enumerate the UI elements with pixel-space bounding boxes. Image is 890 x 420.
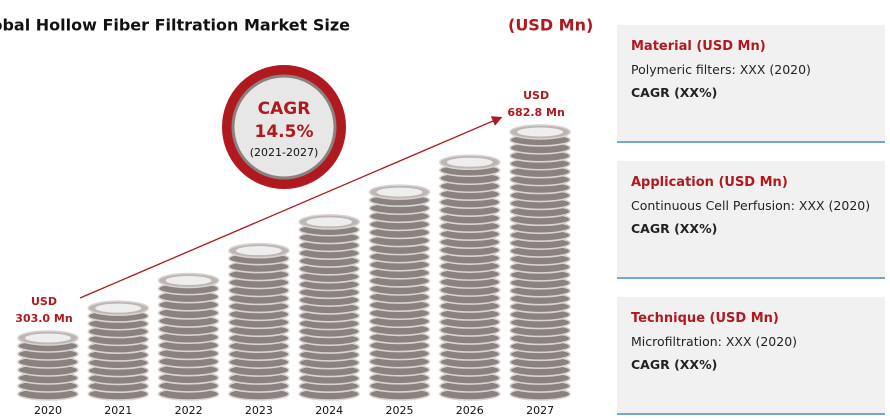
coin-face: [446, 157, 493, 167]
panel-line: Continuous Cell Perfusion: XXX (2020): [631, 198, 871, 213]
value-label: 303.0 Mn: [15, 312, 72, 325]
coin-stack: [509, 124, 571, 401]
chart: Global Hollow Fiber Filtration Market Si…: [0, 16, 593, 418]
panel-line: Polymeric filters: XXX (2020): [631, 62, 811, 77]
x-tick-label: 2021: [104, 404, 132, 417]
panel-title: Material (USD Mn): [631, 39, 766, 54]
cagr-value: 14.5%: [255, 122, 314, 142]
x-tick-label: 2025: [386, 404, 414, 417]
panel: Application (USD Mn) Continuous Cell Per…: [617, 161, 885, 279]
coin-face: [517, 127, 564, 137]
panel-line: CAGR (XX%): [631, 357, 718, 372]
x-tick-label: 2020: [34, 404, 62, 417]
chart-title: Global Hollow Fiber Filtration Market Si…: [0, 16, 350, 35]
x-tick-label: 2026: [456, 404, 484, 417]
value-label-prefix: USD: [523, 89, 549, 102]
growth-arrow: [79, 116, 503, 299]
coin-face: [165, 276, 212, 286]
cagr-period: (2021-2027): [250, 146, 319, 159]
coin-face: [25, 333, 71, 343]
x-tick-label: 2022: [175, 404, 203, 417]
x-tick-label: 2027: [526, 404, 554, 417]
value-label-prefix: USD: [31, 295, 57, 308]
panel-title: Application (USD Mn): [631, 175, 788, 190]
cagr-label: CAGR: [258, 99, 311, 119]
value-label: 682.8 Mn: [507, 106, 564, 119]
panel-line: Microfiltration: XXX (2020): [631, 334, 798, 349]
panel: Material (USD Mn) Polymeric filters: XXX…: [617, 25, 885, 143]
coin-stack: [157, 272, 220, 401]
panel-line: CAGR (XX%): [631, 221, 718, 236]
panel-line: CAGR (XX%): [631, 85, 718, 100]
panel: Technique (USD Mn) Microfiltration: XXX …: [617, 297, 885, 415]
x-tick-label: 2024: [315, 404, 343, 417]
panel-title: Technique (USD Mn): [631, 311, 779, 326]
coin-stack: [228, 242, 290, 401]
x-tick-label: 2023: [245, 404, 273, 417]
coin-stack: [17, 330, 79, 401]
coin-face: [306, 217, 353, 227]
coin-stack: [87, 300, 150, 401]
cagr-inner-ring: [231, 74, 337, 180]
coin-stack: [298, 214, 361, 401]
coin-stack: [368, 184, 431, 401]
coin-stack: [438, 154, 501, 401]
chart-title-unit: (USD Mn): [508, 16, 593, 35]
coin-face: [95, 303, 142, 313]
coin-face: [376, 187, 423, 197]
coin-face: [235, 246, 282, 256]
cagr-ring: [222, 65, 346, 189]
